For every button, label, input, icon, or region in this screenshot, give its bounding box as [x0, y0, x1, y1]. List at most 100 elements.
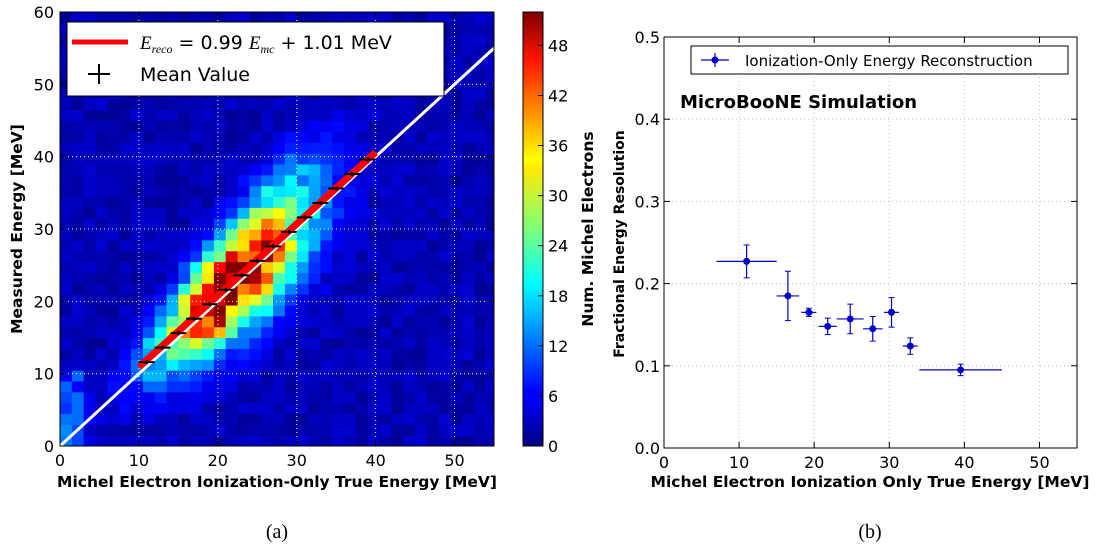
heatmap-cell [391, 304, 404, 317]
heatmap-cell [107, 174, 120, 187]
heatmap-cell [474, 380, 487, 393]
x-tick-label: 50 [1029, 453, 1049, 472]
mean-value-marker [280, 229, 297, 234]
heatmap-cell [154, 174, 168, 187]
heatmap-cell [415, 250, 428, 263]
heatmap-cell [391, 359, 404, 371]
legend-fit-label: Ereco = 0.99 Emc + 1.01 MeV [139, 32, 392, 56]
heatmap-cell [438, 185, 452, 198]
heatmap-cell [60, 22, 73, 35]
heatmap-cell [391, 98, 404, 111]
heatmap-cell [83, 272, 97, 284]
heatmap-cell [178, 272, 191, 284]
heatmap-cell [296, 304, 310, 317]
heatmap-cell [391, 424, 404, 436]
heatmap-cell [154, 229, 168, 241]
heatmap-cell [486, 359, 494, 371]
heatmap-cell [166, 218, 179, 230]
heatmap-cell [367, 272, 381, 284]
heatmap-cell [320, 261, 333, 273]
heatmap-cell [225, 413, 239, 425]
heatmap-cell [379, 207, 393, 219]
heatmap-cell [486, 294, 494, 306]
heatmap-cell [190, 153, 203, 165]
heatmap-cell [367, 250, 381, 263]
heatmap-cell [367, 326, 381, 339]
heatmap-cell [332, 304, 345, 317]
heatmap-cell [296, 391, 310, 404]
heatmap-cell [462, 272, 475, 284]
heatmap-cell [273, 207, 286, 219]
heatmap-cell [486, 380, 494, 393]
heatmap-cell [284, 153, 298, 165]
heatmap-cell [95, 370, 108, 382]
heatmap-cell [474, 250, 487, 263]
heatmap-cell [202, 98, 215, 111]
heatmap-cell [154, 402, 168, 415]
heatmap-cell [154, 370, 168, 382]
heatmap-cell [474, 239, 487, 252]
heatmap-cell [462, 131, 475, 143]
heatmap-cell [178, 109, 191, 122]
heatmap-cell [332, 380, 345, 393]
heatmap-cell [308, 413, 321, 425]
mean-value-marker [233, 273, 250, 278]
heatmap-cell [95, 294, 108, 306]
heatmap-cell [379, 239, 393, 252]
heatmap-cell [142, 12, 156, 24]
heatmap-cell [273, 109, 286, 122]
heatmap-cell [426, 142, 440, 154]
heatmap-cell [320, 424, 333, 436]
heatmap-cell [474, 44, 487, 56]
heatmap-cell [237, 120, 250, 132]
heatmap-cell [403, 239, 416, 252]
heatmap-cell [332, 163, 345, 176]
heatmap-cell [261, 391, 274, 404]
heatmap-cell [119, 239, 132, 252]
heatmap-cell [119, 163, 132, 176]
heatmap-cell [142, 163, 156, 176]
heatmap-cell [83, 131, 97, 143]
heatmap-cell [474, 66, 487, 78]
heatmap-cell [273, 348, 286, 360]
heatmap-cell [95, 174, 108, 187]
colorbar: 0 6 12 18 24 30 36 42 48 Num. Michel Electrons [522, 11, 597, 456]
heatmap-cell [450, 142, 464, 154]
heatmap-cell [415, 359, 428, 371]
heatmap-cell [166, 359, 179, 371]
heatmap-cell [308, 380, 321, 393]
heatmap-cell [142, 413, 156, 425]
heatmap-cell [119, 131, 132, 143]
heatmap-cell [391, 142, 404, 154]
heatmap-cell [119, 315, 132, 328]
heatmap-cell [426, 163, 440, 176]
heatmap-cell [273, 359, 286, 371]
heatmap-cell [320, 337, 333, 349]
heatmap-cell [60, 153, 73, 165]
heatmap-cell [403, 391, 416, 404]
heatmap-cell [379, 261, 393, 273]
heatmap-cell [107, 304, 120, 317]
heatmap-cell [450, 120, 464, 132]
heatmap-cell [379, 196, 393, 208]
heatmap-cell [415, 272, 428, 284]
heatmap-cell [320, 402, 333, 415]
heatmap-cell [142, 239, 156, 252]
heatmap-cell [403, 413, 416, 425]
heatmap-cell [261, 337, 274, 349]
heatmap-cell [308, 98, 321, 111]
heatmap-cell [131, 337, 144, 349]
heatmap-cell [213, 326, 227, 339]
heatmap-cell [344, 142, 357, 154]
heatmap-cell [332, 359, 345, 371]
heatmap-cell [296, 370, 310, 382]
mean-value-marker [312, 200, 329, 205]
heatmap-cell [119, 142, 132, 154]
heatmap-cell [379, 402, 393, 415]
heatmap-cell [284, 218, 298, 230]
heatmap-cell [320, 153, 333, 165]
mean-value-marker [328, 186, 345, 191]
heatmap-cell [142, 304, 156, 317]
data-point [716, 244, 777, 279]
heatmap-cell [95, 337, 108, 349]
